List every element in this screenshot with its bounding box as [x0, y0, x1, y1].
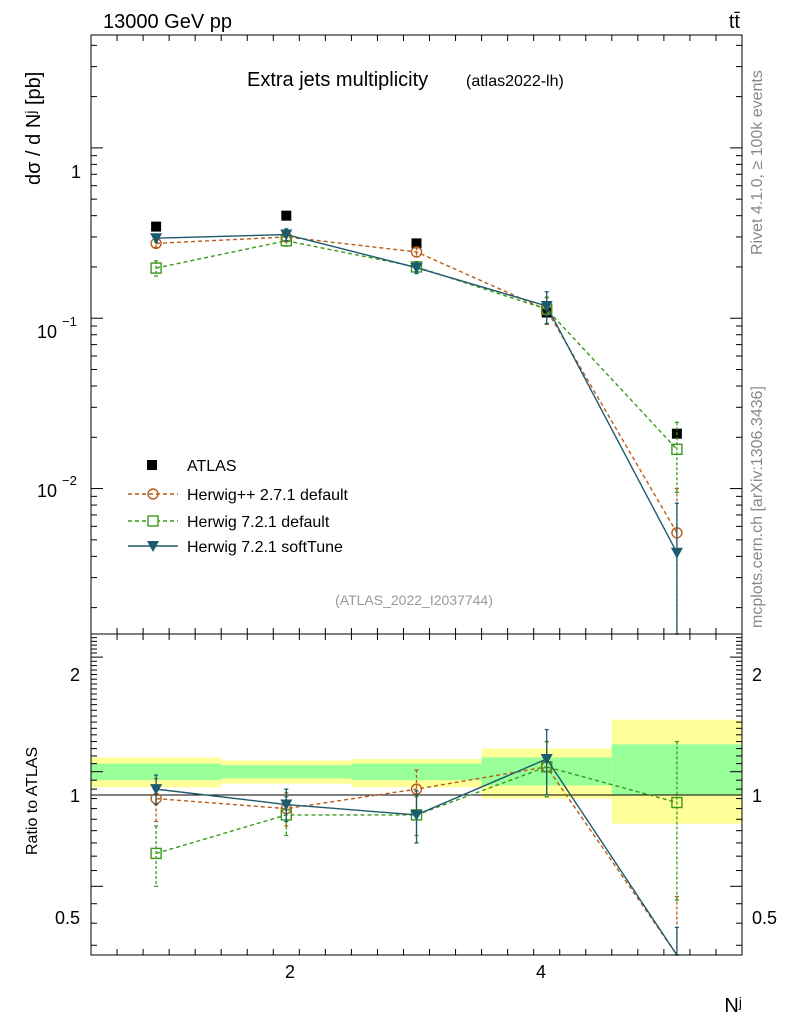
rivet-label: Rivet 4.1.0, ≥ 100k events	[749, 70, 766, 255]
xtick-label-2: 2	[285, 962, 295, 982]
main-series-0-point-1	[281, 210, 292, 221]
main-series-3-point-3	[540, 300, 553, 312]
ratio-ytick-label-2-right: 2	[752, 665, 762, 685]
ratio-frame	[90, 633, 743, 956]
ratio-series-0-line	[156, 766, 678, 956]
ratio-series	[150, 728, 683, 956]
legend-label-atlas: ATLAS	[187, 458, 237, 475]
ratio-ytick-label-05-left: 0.5	[55, 908, 80, 928]
main-series-3	[150, 228, 683, 635]
main-series-3-point-0	[150, 233, 163, 245]
ratio-series-2-point-3	[540, 753, 553, 765]
main-series-0-point-0	[151, 221, 162, 232]
ratio-band-inner-0	[91, 763, 222, 781]
ratio-series-1-point-0	[150, 847, 162, 860]
ratio-axis-ticks	[91, 634, 742, 955]
legend-label-herwig7-default: Herwig 7.2.1 default	[187, 514, 330, 531]
xtick-label-4: 4	[536, 962, 546, 982]
ratio-band-inner-1	[221, 765, 352, 779]
main-series-1	[150, 231, 683, 635]
main-series	[150, 210, 683, 635]
ratio-series-1-point-4	[671, 796, 683, 809]
legend-marker-atlas	[147, 460, 157, 470]
ytick-label-1e-2-base: 10	[37, 481, 57, 501]
ytick-label-1e-1-base: 10	[37, 322, 57, 342]
ytick-label-1e-1-exp: −1	[62, 314, 77, 329]
main-series-2-point-0	[150, 262, 162, 274]
ratio-ytick-label-1-right: 1	[752, 786, 762, 806]
main-series-3-line	[156, 233, 678, 554]
ratio-ytick-label-1-left: 1	[70, 786, 80, 806]
main-series-1-line	[156, 236, 678, 534]
main-series-3-point-2	[410, 262, 423, 274]
legend-marker-herwig7-softtune	[147, 541, 159, 552]
main-series-2-point-4	[671, 443, 683, 456]
main-series-2	[150, 235, 683, 494]
ratio-panel: Ratio to ATLAS 2 1 0.5 2 1 0.5 2 4 Nʲ	[24, 633, 777, 1017]
ratio-series-2-point-1	[280, 799, 293, 811]
ratio-ytick-label-05-right: 0.5	[752, 908, 777, 928]
ratio-series-2-point-0	[150, 784, 163, 796]
energy-label: 13000 GeV pp	[103, 11, 232, 33]
ratio-series-2	[150, 728, 679, 956]
main-ylabel: dσ / d Nʲ [pb]	[23, 72, 45, 185]
ratio-series-1-line	[155, 766, 678, 855]
main-series-3-point-1	[280, 229, 293, 241]
main-axis-ticks	[91, 35, 742, 634]
main-ytick-labels: 1 10 −1 10 −2	[37, 162, 81, 501]
mcplots-label: mcplots.cern.ch [arXiv:1306.3436]	[749, 386, 766, 628]
ytick-label-1: 1	[71, 162, 81, 182]
main-series-0-point-2	[411, 238, 422, 249]
legend-label-herwig7-softtune: Herwig 7.2.1 softTune	[187, 539, 343, 556]
main-title: Extra jets multiplicity	[247, 69, 428, 91]
ytick-label-1e-2-exp: −2	[62, 473, 77, 488]
x-axis-label: Nʲ	[724, 995, 742, 1017]
legend-marker-herwig7-default	[147, 515, 159, 527]
main-series-3-point-4	[670, 547, 683, 559]
legend-label-herwigpp: Herwig++ 2.7.1 default	[187, 487, 349, 504]
legend: ATLAS Herwig++ 2.7.1 default Herwig 7.2.…	[128, 458, 349, 556]
ratio-ytick-label-2-left: 2	[70, 665, 80, 685]
main-subtitle: (atlas2022-lh)	[466, 73, 564, 90]
process-label: tt̄	[729, 11, 741, 33]
legend-marker-herwigpp	[147, 488, 159, 500]
main-series-1-point-2	[410, 246, 423, 258]
ratio-series-2-point-2	[410, 809, 423, 821]
main-watermark: (ATLAS_2022_I2037744)	[335, 592, 493, 608]
main-panel: Extra jets multiplicity (atlas2022-lh) (…	[23, 34, 743, 635]
ratio-ylabel: Ratio to ATLAS	[24, 747, 41, 855]
